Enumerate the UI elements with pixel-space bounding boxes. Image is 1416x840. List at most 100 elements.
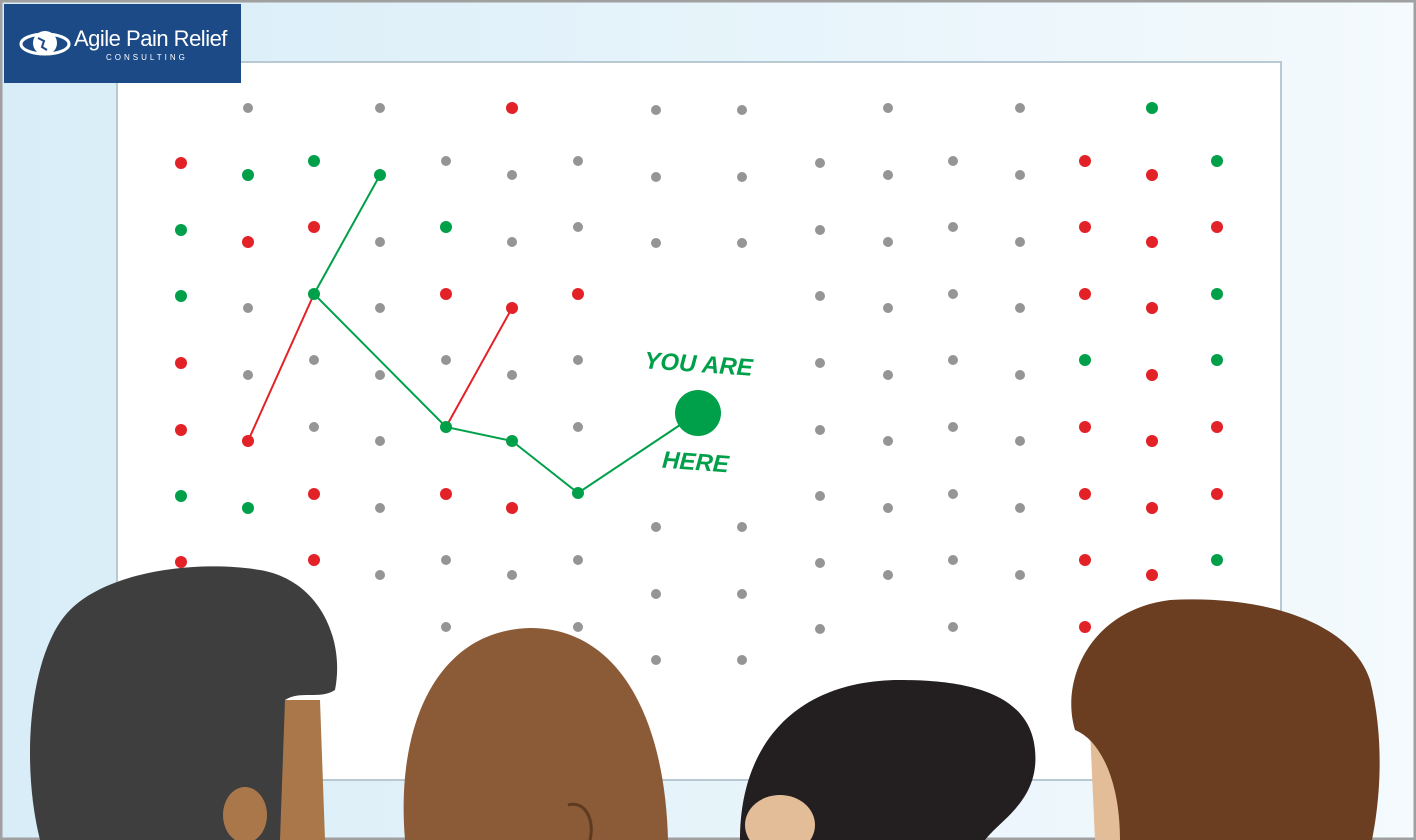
dot bbox=[737, 238, 747, 248]
dot bbox=[506, 302, 518, 314]
dot bbox=[651, 238, 661, 248]
dot bbox=[883, 170, 893, 180]
person-black-hair bbox=[740, 680, 1036, 840]
dot bbox=[1015, 237, 1025, 247]
dot bbox=[375, 570, 385, 580]
dot bbox=[1015, 303, 1025, 313]
dot bbox=[375, 103, 385, 113]
dot bbox=[573, 555, 583, 565]
dot bbox=[308, 155, 320, 167]
dot bbox=[1211, 288, 1223, 300]
dot bbox=[440, 488, 452, 500]
dot bbox=[883, 570, 893, 580]
red-path bbox=[247, 293, 315, 442]
dot bbox=[737, 655, 747, 665]
dot bbox=[1211, 488, 1223, 500]
dot bbox=[1079, 621, 1091, 633]
dot bbox=[1079, 155, 1091, 167]
dot bbox=[737, 589, 747, 599]
dot bbox=[507, 570, 517, 580]
dot bbox=[651, 589, 661, 599]
dot bbox=[440, 221, 452, 233]
dot bbox=[1211, 554, 1223, 566]
dot-grid bbox=[175, 102, 1223, 665]
dot bbox=[1146, 502, 1158, 514]
dot bbox=[175, 290, 187, 302]
dot bbox=[815, 358, 825, 368]
dot bbox=[815, 491, 825, 501]
dot bbox=[815, 158, 825, 168]
dot bbox=[573, 355, 583, 365]
dot bbox=[1146, 435, 1158, 447]
dot bbox=[883, 303, 893, 313]
dot bbox=[1079, 554, 1091, 566]
dot bbox=[1079, 354, 1091, 366]
dot bbox=[374, 169, 386, 181]
dot bbox=[175, 157, 187, 169]
dot bbox=[651, 655, 661, 665]
logo: Agile Pain Relief CONSULTING bbox=[4, 4, 241, 83]
you-are-here-marker bbox=[675, 390, 721, 436]
dot bbox=[507, 170, 517, 180]
dot bbox=[815, 291, 825, 301]
dot bbox=[1015, 503, 1025, 513]
dot bbox=[573, 622, 583, 632]
dot bbox=[737, 172, 747, 182]
dot bbox=[175, 224, 187, 236]
dot bbox=[1015, 370, 1025, 380]
dot bbox=[948, 489, 958, 499]
dot bbox=[815, 225, 825, 235]
dot bbox=[506, 102, 518, 114]
dot bbox=[441, 622, 451, 632]
dot bbox=[948, 156, 958, 166]
dot bbox=[507, 370, 517, 380]
dot bbox=[883, 237, 893, 247]
dot bbox=[573, 156, 583, 166]
dot bbox=[242, 169, 254, 181]
globe-icon bbox=[19, 31, 71, 56]
dot bbox=[175, 556, 187, 568]
dot bbox=[572, 487, 584, 499]
dot bbox=[1015, 103, 1025, 113]
dot bbox=[441, 555, 451, 565]
dot bbox=[948, 422, 958, 432]
dot bbox=[375, 436, 385, 446]
dot bbox=[242, 435, 254, 447]
dot bbox=[440, 288, 452, 300]
journey-paths bbox=[247, 174, 699, 495]
logo-name: Agile Pain Relief bbox=[74, 26, 227, 51]
dot bbox=[243, 303, 253, 313]
dot bbox=[737, 105, 747, 115]
dot bbox=[1146, 236, 1158, 248]
dot bbox=[573, 422, 583, 432]
dot bbox=[1146, 569, 1158, 581]
dot bbox=[506, 435, 518, 447]
person-bald bbox=[403, 628, 668, 840]
dot bbox=[1146, 369, 1158, 381]
dot bbox=[883, 103, 893, 113]
dot bbox=[948, 355, 958, 365]
dot bbox=[1211, 421, 1223, 433]
dot bbox=[441, 156, 451, 166]
green-path bbox=[312, 174, 699, 495]
dot bbox=[175, 357, 187, 369]
dot bbox=[175, 424, 187, 436]
dot bbox=[1211, 354, 1223, 366]
dot bbox=[948, 222, 958, 232]
dot bbox=[815, 624, 825, 634]
dot bbox=[308, 221, 320, 233]
dot bbox=[1015, 436, 1025, 446]
dot bbox=[308, 288, 320, 300]
dot bbox=[175, 490, 187, 502]
dot bbox=[948, 622, 958, 632]
red-path bbox=[445, 307, 513, 428]
dot bbox=[883, 503, 893, 513]
dot bbox=[375, 237, 385, 247]
dot bbox=[375, 370, 385, 380]
dot bbox=[441, 355, 451, 365]
dot bbox=[507, 237, 517, 247]
dot bbox=[1015, 570, 1025, 580]
dot bbox=[1079, 221, 1091, 233]
dot bbox=[815, 558, 825, 568]
dot bbox=[1015, 170, 1025, 180]
